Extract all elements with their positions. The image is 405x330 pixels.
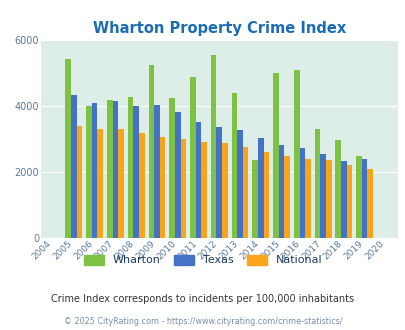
Bar [340,161,346,238]
Bar [159,137,165,238]
Bar [195,122,201,238]
Bar [128,97,133,238]
Bar [97,129,103,238]
Bar [293,70,299,238]
Bar [180,139,185,238]
Bar [118,129,124,238]
Text: © 2025 CityRating.com - https://www.cityrating.com/crime-statistics/: © 2025 CityRating.com - https://www.city… [64,317,341,326]
Bar [222,143,227,238]
Bar [284,156,289,238]
Bar [139,133,144,238]
Bar [320,154,325,238]
Bar [314,129,320,238]
Bar [278,145,284,238]
Bar [355,156,361,238]
Bar [71,95,77,238]
Bar [252,160,257,238]
Bar [190,77,195,238]
Legend: Wharton, Texas, National: Wharton, Texas, National [83,255,322,265]
Bar [169,98,175,238]
Bar [112,101,118,238]
Bar [231,93,237,238]
Bar [242,147,248,238]
Bar [107,100,112,238]
Bar [367,169,372,238]
Bar [148,65,154,238]
Title: Wharton Property Crime Index: Wharton Property Crime Index [92,21,345,36]
Bar [154,105,159,238]
Bar [65,59,71,238]
Text: Crime Index corresponds to incidents per 100,000 inhabitants: Crime Index corresponds to incidents per… [51,294,354,304]
Bar [335,140,340,238]
Bar [346,165,352,238]
Bar [325,160,331,238]
Bar [210,55,216,238]
Bar [299,148,305,238]
Bar [86,106,92,238]
Bar [201,142,207,238]
Bar [92,103,97,238]
Bar [361,159,367,238]
Bar [216,127,222,238]
Bar [257,138,263,238]
Bar [175,112,180,238]
Bar [263,152,269,238]
Bar [237,130,242,238]
Bar [133,106,139,238]
Bar [273,73,278,238]
Bar [305,159,310,238]
Bar [77,126,82,238]
